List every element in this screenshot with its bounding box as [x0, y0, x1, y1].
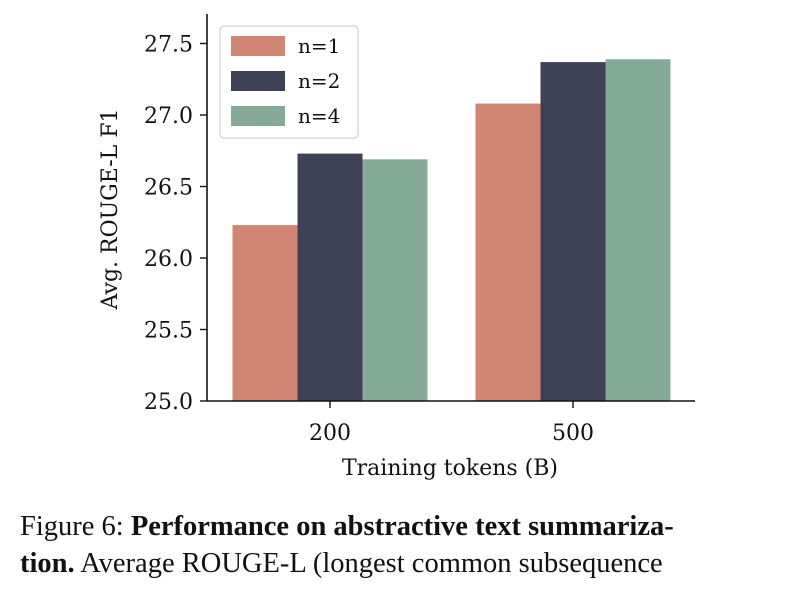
legend-swatch-n4: [231, 106, 285, 126]
caption-bold-title: Performance on abstractive text summariz…: [130, 511, 674, 542]
bar-n1-200: [232, 225, 298, 401]
y-tick-label: 27.5: [144, 33, 193, 58]
bar-n1-500: [475, 103, 541, 401]
y-tick-label: 26.0: [144, 247, 193, 272]
y-tick-label: 25.5: [144, 319, 193, 344]
legend: n=1 n=2 n=4: [219, 25, 359, 139]
bars-group: [232, 59, 671, 402]
legend-label-n2: n=2: [298, 69, 340, 93]
y-tick-label: 26.5: [144, 176, 193, 201]
x-axis-ticks: 200 500: [309, 401, 594, 446]
caption-line-1: Figure 6: Performance on abstractive tex…: [20, 508, 780, 545]
figure-caption: Figure 6: Performance on abstractive tex…: [20, 508, 780, 582]
legend-label-n4: n=4: [298, 104, 340, 128]
bar-n4-500: [605, 59, 671, 401]
y-tick-label: 25.0: [144, 390, 193, 415]
y-axis-ticks: 25.0 25.5 26.0 26.5 27.0 27.5: [144, 33, 207, 415]
x-tick-label: 500: [552, 421, 594, 446]
x-tick-label: 200: [309, 421, 351, 446]
caption-text: Average ROUGE-L (longest common subseque…: [74, 548, 663, 579]
x-axis-label: Training tokens (B): [342, 456, 558, 481]
y-tick-label: 27.0: [144, 104, 193, 129]
legend-swatch-n1: [231, 36, 285, 56]
caption-line-2: tion. Average ROUGE-L (longest common su…: [20, 545, 780, 582]
bar-chart: 25.0 25.5 26.0 26.5 27.0 27.5 200 500 Avg. ROU…: [98, 14, 695, 481]
caption-prefix: Figure 6:: [20, 511, 131, 542]
bar-n2-200: [297, 153, 363, 401]
bar-n2-500: [540, 62, 606, 402]
bar-n4-200: [362, 159, 428, 401]
y-axis-label: Avg. ROUGE-L F1: [98, 109, 123, 311]
legend-label-n1: n=1: [298, 34, 340, 58]
legend-swatch-n2: [231, 71, 285, 91]
caption-bold-title-end: tion.: [20, 548, 75, 579]
